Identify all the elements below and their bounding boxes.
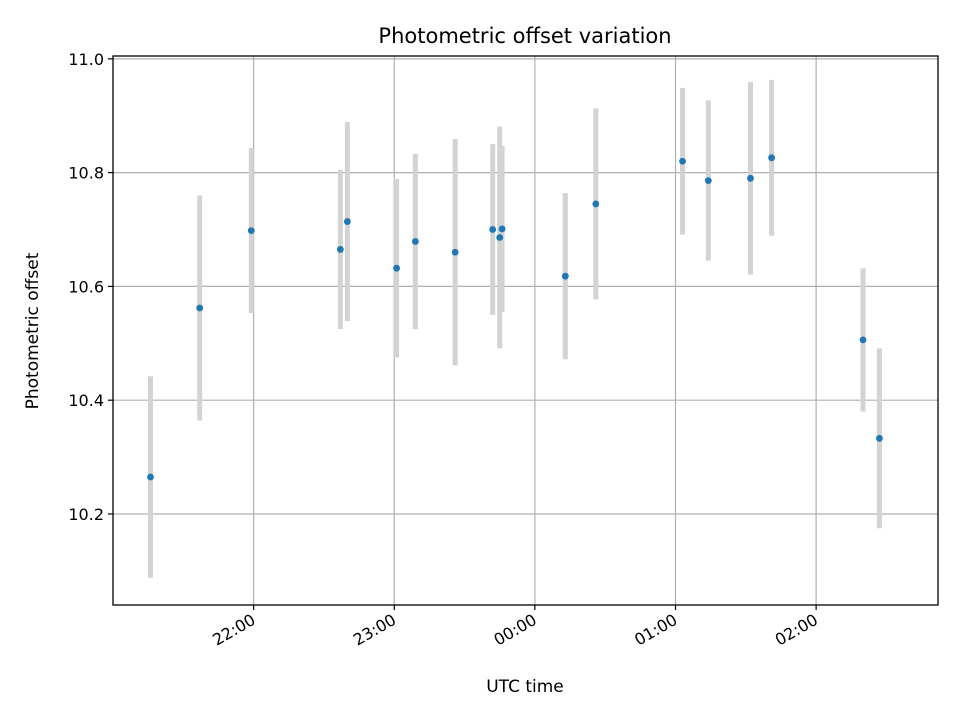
- y-axis-label: Photometric offset: [23, 252, 43, 409]
- y-tick-label: 10.8: [68, 164, 104, 183]
- data-point: [393, 264, 400, 272]
- data-point: [489, 226, 497, 233]
- y-tick-label: 10.2: [68, 505, 104, 524]
- data-point: [679, 157, 686, 165]
- data-point: [876, 434, 883, 442]
- chart-title: Photometric offset variation: [378, 24, 671, 48]
- data-points: [147, 154, 883, 481]
- data-point: [768, 154, 775, 162]
- data-point: [859, 336, 867, 344]
- data-point: [343, 218, 351, 225]
- data-point: [247, 227, 255, 235]
- plot-frame: [112, 55, 939, 606]
- y-axis-ticks: 10.2 10.4 10.6 10.8 11.0: [68, 50, 113, 524]
- data-point: [592, 200, 600, 208]
- data-point: [704, 177, 712, 184]
- data-point: [451, 248, 459, 256]
- data-point: [336, 246, 344, 253]
- data-point: [496, 234, 504, 241]
- data-point: [747, 174, 754, 182]
- data-point: [147, 473, 154, 481]
- data-point: [561, 272, 569, 280]
- data-point: [498, 225, 506, 233]
- y-tick-label: 10.4: [68, 391, 104, 410]
- y-tick-label: 11.0: [68, 50, 104, 69]
- data-point: [411, 238, 419, 245]
- y-tick-label: 10.6: [68, 277, 104, 296]
- data-point: [196, 304, 204, 312]
- x-axis-label: UTC time: [486, 677, 564, 697]
